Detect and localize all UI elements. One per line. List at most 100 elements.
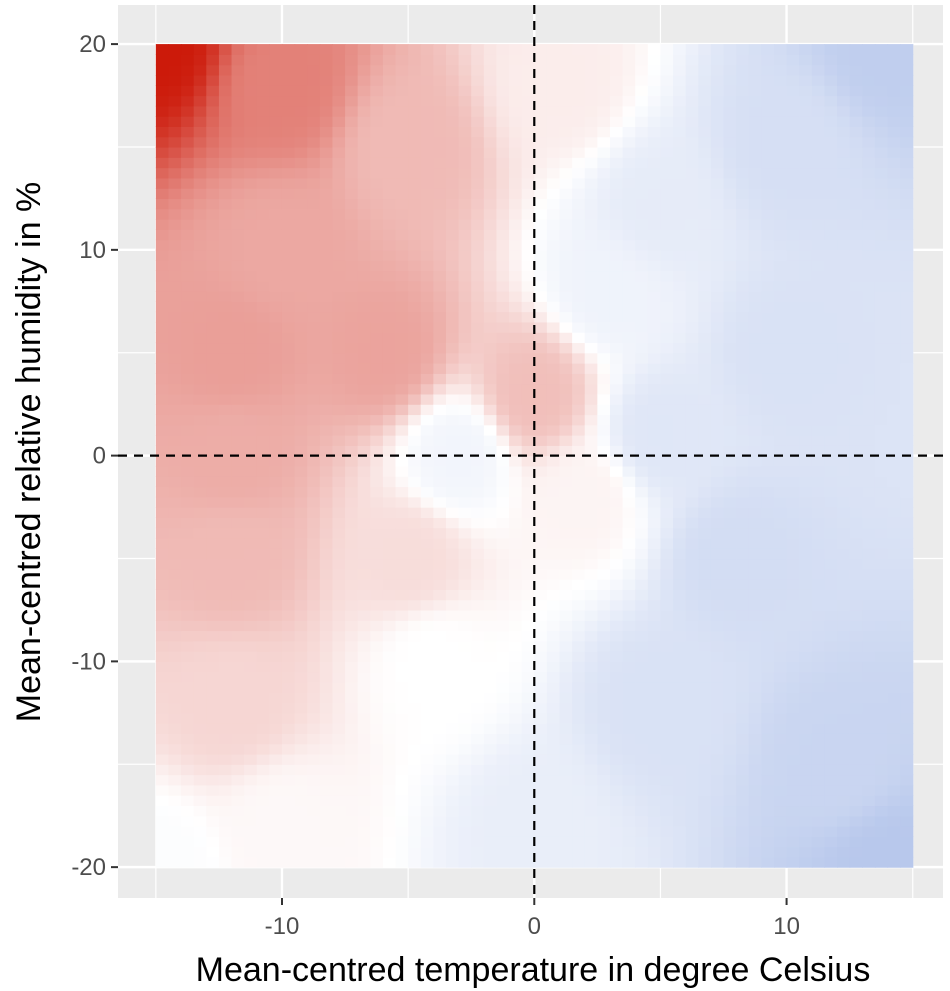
heatmap-cell bbox=[307, 74, 321, 86]
heatmap-cell bbox=[281, 836, 296, 848]
heatmap-cell bbox=[345, 126, 359, 138]
heatmap-cell bbox=[534, 579, 548, 590]
heatmap-cell bbox=[647, 743, 662, 755]
heatmap-cell bbox=[193, 784, 207, 796]
heatmap-cell bbox=[673, 363, 687, 374]
heatmap-cell bbox=[206, 291, 220, 302]
heatmap-cell bbox=[471, 764, 485, 776]
heatmap-cell bbox=[900, 249, 914, 261]
heatmap-cell bbox=[887, 743, 901, 755]
heatmap-cell bbox=[546, 558, 561, 570]
heatmap-cell bbox=[748, 352, 762, 364]
heatmap-cell bbox=[773, 702, 788, 714]
heatmap-cell bbox=[609, 342, 624, 354]
heatmap-cell bbox=[837, 167, 851, 179]
heatmap-cell bbox=[710, 146, 725, 158]
heatmap-cell bbox=[218, 116, 233, 127]
heatmap-cell bbox=[736, 486, 750, 498]
heatmap-cell bbox=[647, 435, 662, 446]
heatmap-cell bbox=[218, 198, 233, 210]
heatmap-cell bbox=[420, 64, 434, 76]
heatmap-cell bbox=[673, 157, 687, 169]
heatmap-cell bbox=[673, 239, 687, 251]
heatmap-cell bbox=[546, 723, 561, 734]
heatmap-cell bbox=[218, 764, 233, 776]
heatmap-cell bbox=[307, 589, 321, 601]
heatmap-cell bbox=[748, 856, 762, 868]
heatmap-cell bbox=[773, 435, 788, 446]
heatmap-cell bbox=[269, 774, 283, 786]
heatmap-cell bbox=[357, 85, 371, 97]
heatmap-cell bbox=[155, 651, 170, 662]
heatmap-cell bbox=[849, 527, 863, 539]
heatmap-cell bbox=[193, 579, 207, 590]
heatmap-cell bbox=[710, 167, 725, 179]
heatmap-cell bbox=[698, 630, 712, 642]
heatmap-cell bbox=[509, 609, 523, 621]
heatmap-cell bbox=[445, 620, 460, 632]
heatmap-cell bbox=[660, 496, 674, 508]
heatmap-cell bbox=[660, 692, 674, 704]
heatmap-cell bbox=[218, 157, 233, 169]
heatmap-cell bbox=[874, 383, 889, 395]
heatmap-cell bbox=[559, 321, 573, 333]
heatmap-cell bbox=[345, 507, 359, 518]
heatmap-cell bbox=[546, 496, 561, 508]
heatmap-cell bbox=[509, 630, 523, 642]
heatmap-cell bbox=[281, 146, 296, 158]
heatmap-cell bbox=[786, 846, 800, 858]
heatmap-cell bbox=[597, 383, 611, 395]
heatmap-cell bbox=[521, 640, 535, 652]
heatmap-cell bbox=[382, 363, 397, 374]
heatmap-cell bbox=[269, 198, 283, 210]
heatmap-cell bbox=[673, 291, 687, 302]
heatmap-cell bbox=[849, 579, 863, 590]
heatmap-cell bbox=[824, 146, 838, 158]
heatmap-cell bbox=[218, 74, 233, 86]
heatmap-cell bbox=[256, 825, 270, 837]
heatmap-cell bbox=[660, 640, 674, 652]
heatmap-cell bbox=[471, 445, 485, 457]
heatmap-cell bbox=[420, 599, 434, 611]
heatmap-cell bbox=[849, 764, 863, 776]
heatmap-cell bbox=[521, 280, 535, 292]
heatmap-cell bbox=[231, 363, 245, 374]
heatmap-cell bbox=[370, 198, 384, 210]
heatmap-cell bbox=[395, 517, 409, 529]
heatmap-cell bbox=[635, 435, 649, 446]
heatmap-cell bbox=[811, 784, 826, 796]
heatmap-cell bbox=[647, 558, 662, 570]
heatmap-cell bbox=[849, 599, 863, 611]
heatmap-cell bbox=[471, 496, 485, 508]
heatmap-cell bbox=[685, 363, 699, 374]
heatmap-cell bbox=[509, 825, 523, 837]
heatmap-cell bbox=[471, 712, 485, 724]
heatmap-cell bbox=[534, 208, 548, 220]
heatmap-cell bbox=[559, 393, 573, 405]
heatmap-cell bbox=[900, 599, 914, 611]
heatmap-cell bbox=[761, 363, 775, 374]
heatmap-cell bbox=[206, 229, 220, 241]
heatmap-cell bbox=[294, 373, 308, 385]
heatmap-cell bbox=[900, 579, 914, 590]
heatmap-cell bbox=[786, 681, 800, 693]
heatmap-cell bbox=[546, 507, 561, 518]
heatmap-cell bbox=[773, 373, 788, 385]
heatmap-cell bbox=[609, 414, 624, 426]
heatmap-cell bbox=[496, 44, 510, 55]
heatmap-cell bbox=[673, 805, 687, 817]
heatmap-cell bbox=[357, 116, 371, 127]
heatmap-cell bbox=[433, 167, 447, 179]
heatmap-cell bbox=[546, 692, 561, 704]
heatmap-cell bbox=[155, 167, 170, 179]
heatmap-cell bbox=[837, 64, 851, 76]
heatmap-cell bbox=[660, 332, 674, 344]
heatmap-cell bbox=[521, 198, 535, 210]
heatmap-cell bbox=[433, 146, 447, 158]
heatmap-cell bbox=[269, 548, 283, 560]
heatmap-cell bbox=[811, 651, 826, 662]
heatmap-cell bbox=[710, 743, 725, 755]
heatmap-cell bbox=[609, 702, 624, 714]
heatmap-cell bbox=[256, 620, 270, 632]
heatmap-cell bbox=[736, 692, 750, 704]
